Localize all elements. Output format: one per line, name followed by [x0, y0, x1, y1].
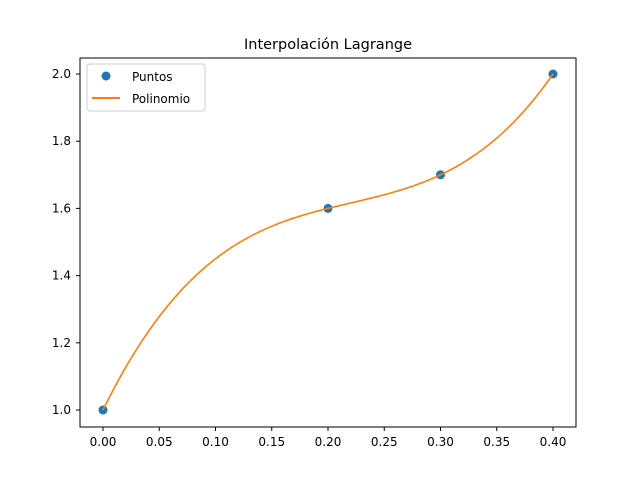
x-tick-label: 0.40: [540, 435, 567, 449]
y-tick-label: 1.6: [52, 201, 71, 215]
y-tick-label: 1.2: [52, 336, 71, 350]
x-tick-label: 0.05: [146, 435, 173, 449]
axis-ticks: 0.00 0.05 0.10 0.15 0.20 0.25 0.30 0.35 0.40 1.0 1…: [52, 67, 566, 449]
x-tick-label: 0.10: [202, 435, 229, 449]
chart-title: Interpolación Lagrange: [244, 37, 412, 53]
y-tick-label: 1.0: [52, 403, 71, 417]
polynomial-line: [102, 73, 554, 411]
x-tick-label: 0.25: [371, 435, 398, 449]
x-tick-label: 0.00: [90, 435, 117, 449]
y-tick-label: 1.8: [52, 134, 71, 148]
x-tick-label: 0.20: [315, 435, 342, 449]
legend-marker-icon: [101, 71, 111, 81]
y-tick-label: 1.4: [52, 269, 71, 283]
x-tick-label: 0.15: [258, 435, 285, 449]
x-tick-label: 0.30: [427, 435, 454, 449]
legend: Puntos Polinomio: [86, 63, 206, 112]
legend-label-puntos: Puntos: [132, 70, 173, 84]
y-tick-label: 2.0: [52, 67, 71, 81]
legend-label-polinomio: Polinomio: [132, 92, 190, 106]
plot-area: [98, 69, 558, 415]
x-tick-label: 0.35: [483, 435, 510, 449]
axes-frame: [79, 57, 577, 428]
